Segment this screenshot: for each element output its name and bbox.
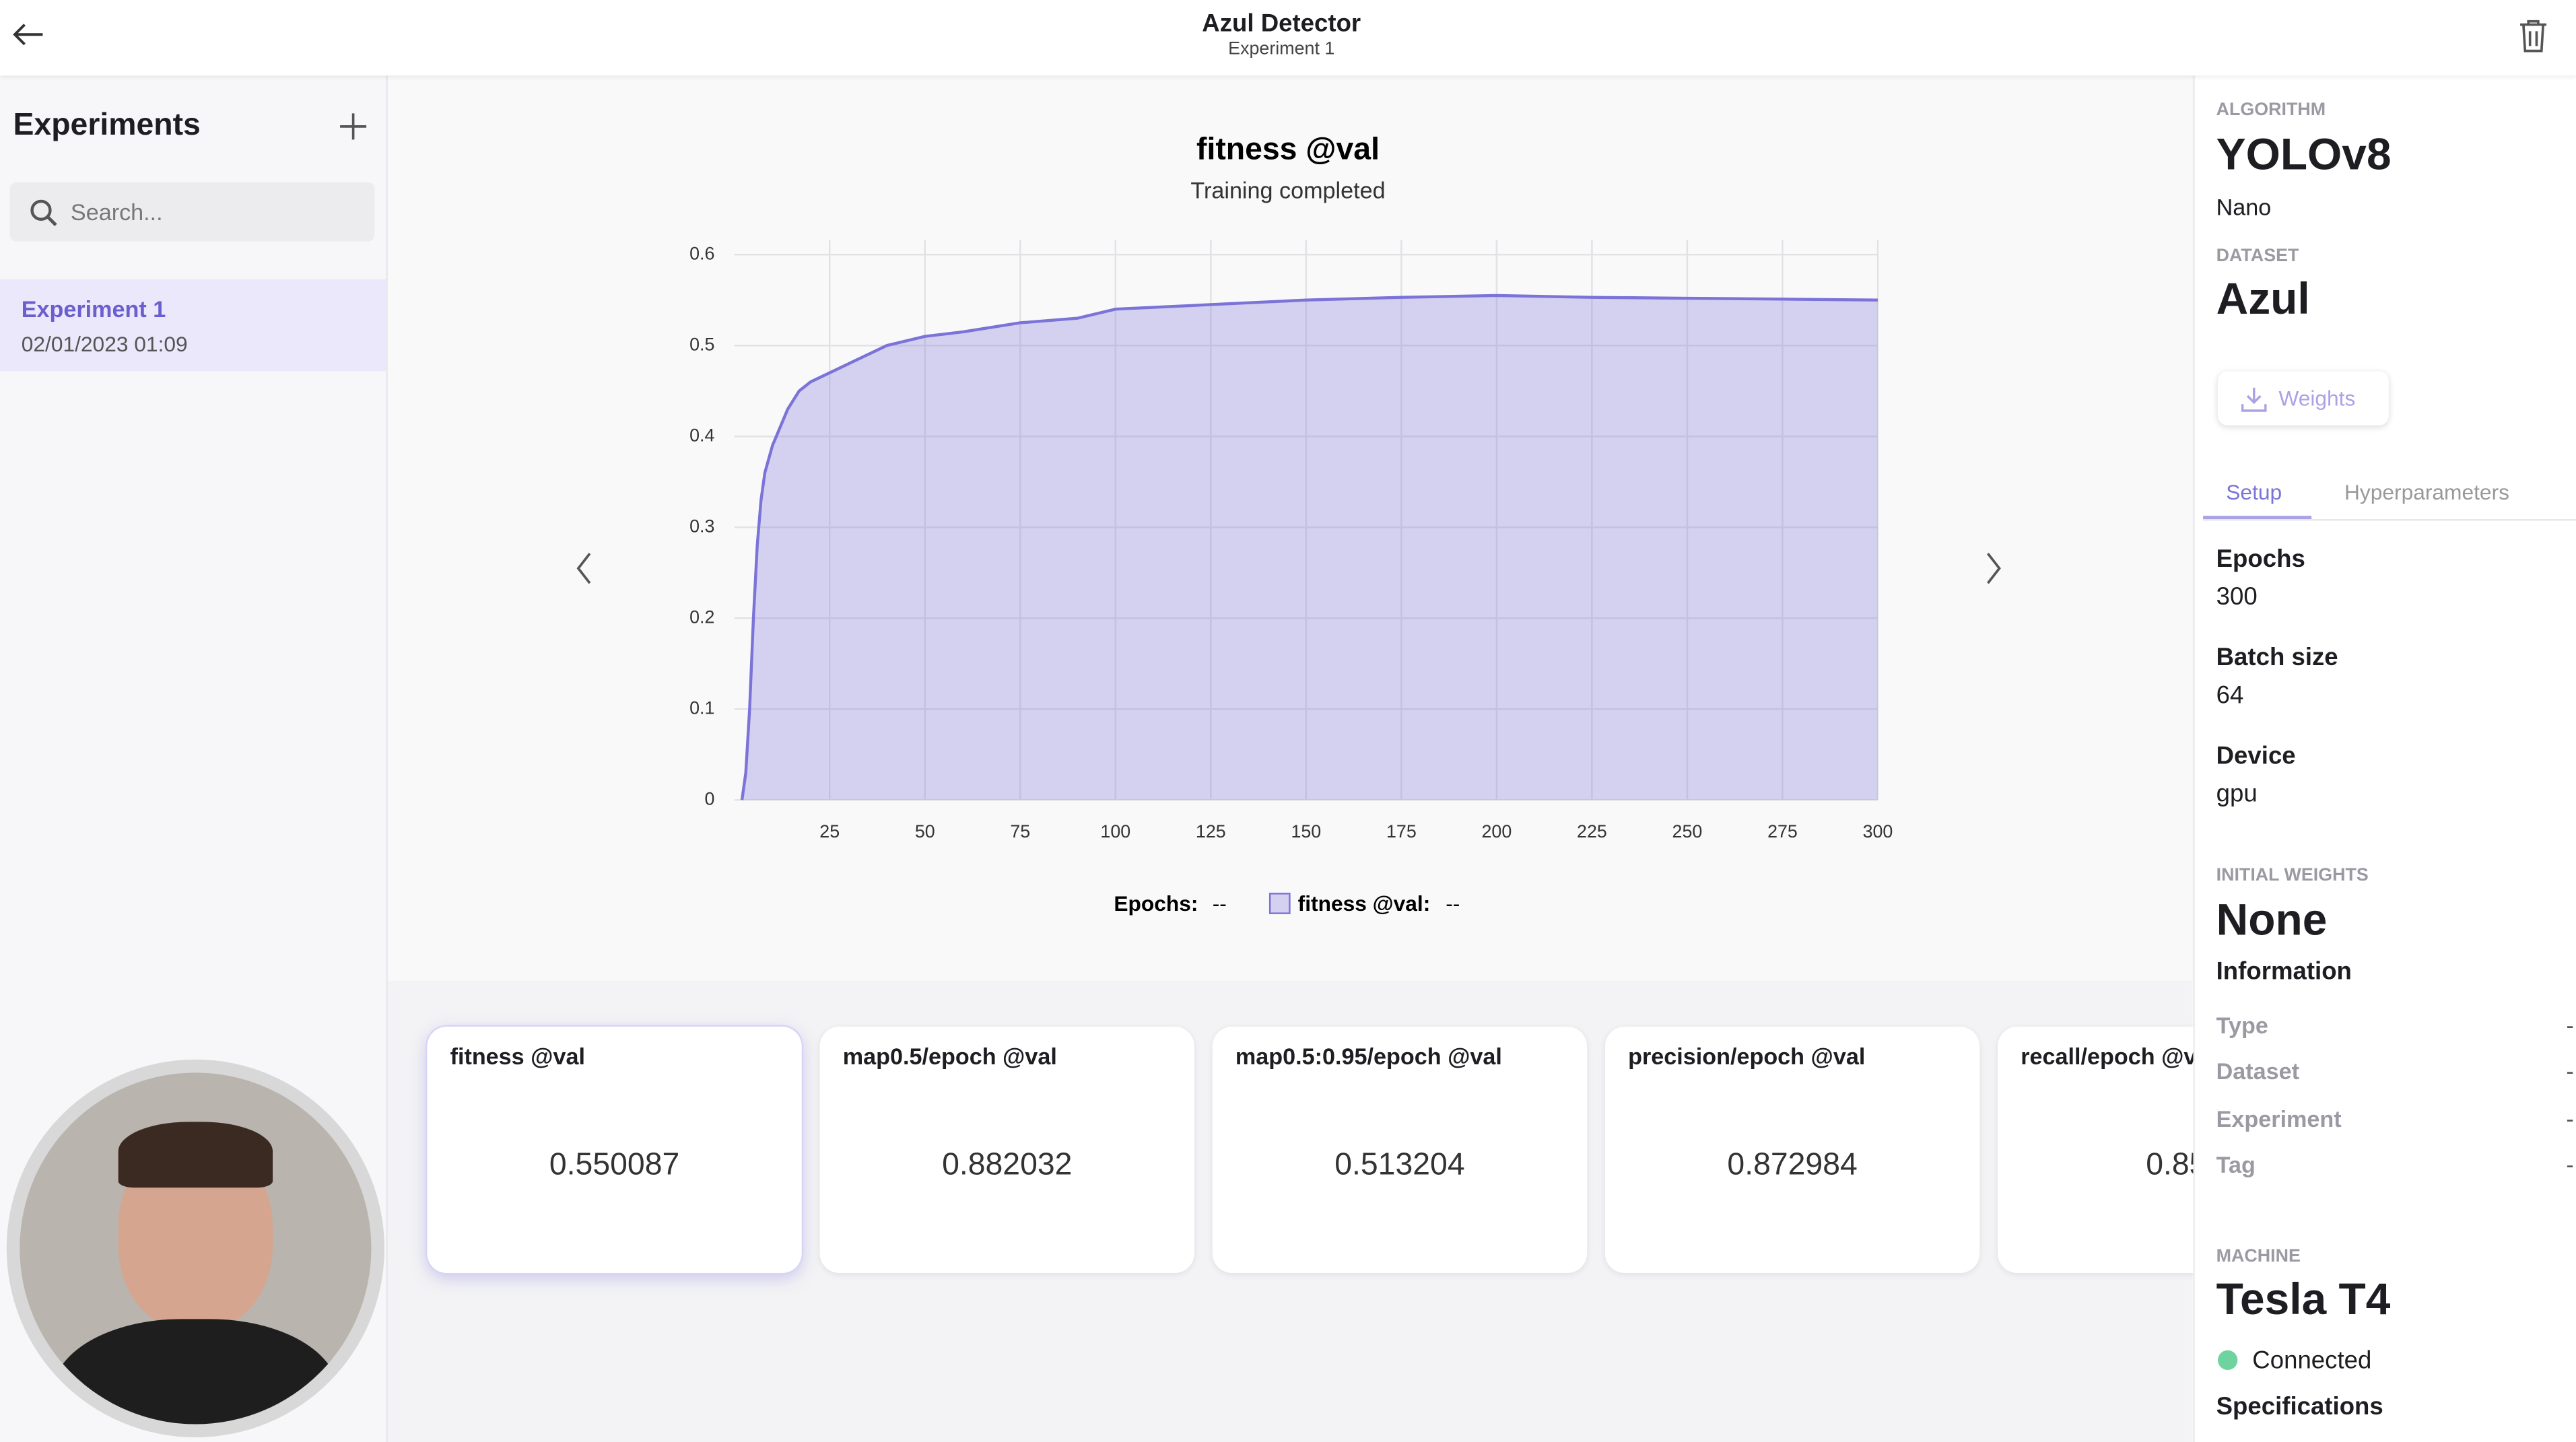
info-label: Type [2216, 1012, 2268, 1039]
variant: Nano [2216, 193, 2272, 220]
field-value: 300 [2216, 583, 2258, 611]
x-tick-label: 300 [1863, 821, 1893, 842]
search-icon [30, 199, 57, 227]
back-button[interactable] [10, 20, 46, 49]
metric-card[interactable]: fitness @val 0.550087 [427, 1027, 802, 1274]
metric-card[interactable]: map0.5/epoch @val 0.882032 [819, 1027, 1194, 1274]
metric-name: precision/epoch @val [1628, 1043, 1866, 1070]
x-tick-label: 25 [819, 821, 840, 842]
metric-name: map0.5:0.95/epoch @val [1235, 1043, 1502, 1070]
search-box[interactable]: Search... [9, 182, 375, 242]
x-tick-label: 75 [1010, 821, 1030, 842]
algorithm: YOLOv8 [2216, 129, 2392, 179]
status: Connected [2252, 1346, 2372, 1375]
machine: Tesla T4 [2216, 1274, 2391, 1324]
x-tick-label: 150 [1291, 821, 1321, 842]
metric-name: map0.5/epoch @val [842, 1043, 1057, 1070]
download-icon [2241, 387, 2267, 412]
y-tick-label: 0 [704, 788, 714, 809]
x-tick-label: 125 [1196, 821, 1226, 842]
delete-button[interactable] [2517, 18, 2550, 55]
legend-label: Epochs: [1114, 891, 1198, 916]
webcam-video [20, 1072, 372, 1424]
app-subtitle: Experiment 1 [1228, 39, 1335, 59]
y-tick-label: 0.4 [689, 425, 714, 445]
initial-weights: None [2216, 895, 2328, 945]
label: INITIAL WEIGHTS [2216, 865, 2369, 886]
x-tick-label: 175 [1386, 821, 1417, 842]
info-label: Dataset [2216, 1058, 2300, 1085]
y-tick-label: 0.6 [689, 243, 714, 263]
legend-value: -- [1213, 891, 1227, 916]
chart-subtitle: Training completed [1190, 178, 1385, 204]
experiment-date: 02/01/2023 01:09 [21, 331, 188, 357]
y-tick-label: 0.3 [689, 516, 714, 536]
person-body [53, 1319, 339, 1424]
sidebar-title: Experiments [13, 108, 201, 143]
legend-swatch [1268, 893, 1291, 914]
x-tick-label: 100 [1100, 821, 1130, 842]
status-dot [2218, 1350, 2238, 1371]
x-tick-label: 225 [1577, 821, 1607, 842]
y-tick-label: 0.5 [689, 334, 714, 354]
weights-label: Weights [2278, 386, 2356, 411]
experiment-name: Experiment 1 [21, 296, 166, 322]
search-placeholder: Search... [70, 199, 163, 226]
top-bar: Azul Detector Experiment 1 [0, 0, 2576, 76]
line [740, 294, 1878, 800]
metric-value: 0.513204 [1334, 1148, 1465, 1183]
chart-title: fitness @val [1196, 131, 1380, 166]
y-tick-label: 0.1 [689, 697, 714, 718]
info-value: - [2566, 1058, 2574, 1085]
field-value: 64 [2216, 681, 2244, 710]
webcam-overlay [6, 1059, 384, 1438]
info-value: - [2566, 1105, 2574, 1132]
tab-active[interactable]: Setup [2226, 479, 2282, 505]
field-label: Epochs [2216, 545, 2305, 574]
chart: fitness @val Training completed 0 0.1 0.2 0… [576, 131, 2001, 916]
field-label: Batch size [2216, 644, 2338, 672]
details-panel: ALGORITHM YOLOv8 Nano DATASET Azul Weigh… [2193, 75, 2576, 1442]
metric-card[interactable]: precision/epoch @val 0.872984 [1604, 1027, 1980, 1274]
label: DATASET [2216, 246, 2299, 267]
section-title: Specifications [2216, 1393, 2383, 1421]
next-arrow[interactable] [1987, 553, 2001, 584]
area [742, 295, 1878, 800]
metric-value: 0.882032 [942, 1148, 1073, 1183]
app-title: Azul Detector [1202, 9, 1361, 38]
metric-name: recall/epoch @val [2021, 1043, 2216, 1070]
dataset: Azul [2216, 274, 2310, 324]
legend-label: fitness @val: [1298, 891, 1431, 916]
metric-name: fitness @val [450, 1043, 586, 1070]
field-label: Device [2216, 742, 2296, 771]
person-hair [118, 1122, 273, 1188]
info-value: - [2566, 1151, 2574, 1178]
tab[interactable]: Hyperparameters [2344, 479, 2510, 505]
info-value: - [2566, 1012, 2574, 1039]
prev-arrow[interactable] [576, 553, 591, 584]
metric-value: 0.550087 [549, 1148, 680, 1183]
x-tick-label: 275 [1767, 821, 1798, 842]
add-button[interactable] [339, 112, 368, 141]
tab-indicator [2203, 516, 2312, 520]
metric-value: 0.872984 [1727, 1148, 1858, 1183]
tab-divider [2203, 519, 2576, 521]
label: ALGORITHM [2216, 100, 2326, 121]
experiment-item[interactable]: Experiment 1 02/01/2023 01:09 [0, 279, 386, 372]
info-label: Tag [2216, 1151, 2256, 1178]
x-tick-label: 250 [1672, 821, 1703, 842]
info-label: Experiment [2216, 1105, 2342, 1132]
x-tick-label: 50 [915, 821, 935, 842]
label: MACHINE [2216, 1246, 2301, 1267]
legend-value: -- [1446, 891, 1460, 916]
field-value: gpu [2216, 780, 2258, 809]
weights-button[interactable]: Weights [2218, 371, 2389, 425]
x-tick-label: 200 [1482, 821, 1512, 842]
section-title: Information [2216, 957, 2352, 986]
metric-card[interactable]: map0.5:0.95/epoch @val 0.513204 [1212, 1027, 1588, 1274]
y-tick-label: 0.2 [689, 607, 714, 627]
